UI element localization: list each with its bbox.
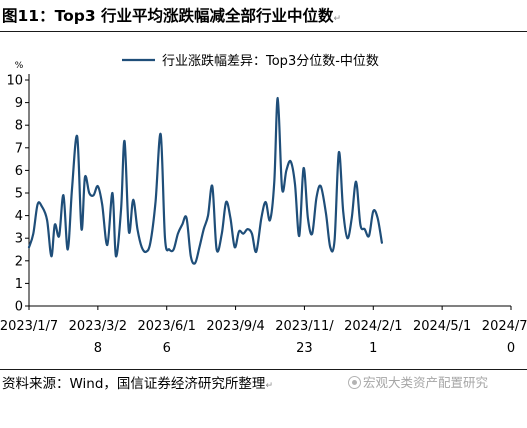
x-tick-label: 2024/2/1 1	[344, 319, 402, 356]
y-tick-label: 0	[15, 300, 23, 315]
title-rule	[0, 31, 527, 32]
x-tick-label: 2023/9/4	[206, 319, 264, 334]
x-tick-label: 2024/5/1	[413, 319, 471, 334]
y-tick-label: 9	[15, 96, 23, 111]
watermark: 宏观大类资产配置研究	[348, 372, 488, 391]
x-tick-label: 2023/6/1 6	[138, 319, 196, 356]
watermark-logo-icon	[348, 376, 361, 389]
y-tick-label: 5	[15, 187, 23, 202]
figure-title: 图11：Top3 行业平均涨跌幅减全部行业中位数↵	[2, 7, 342, 25]
x-axis-ticks: 2023/1/7 2023/3/2 8 2023/6/1 6 2023/9/4 2023/1…	[0, 306, 527, 356]
series-line	[27, 96, 383, 265]
footer-rule	[0, 369, 527, 370]
axes: %	[15, 61, 511, 307]
source-note: 资料来源：Wind，国信证券经济研究所整理↵	[2, 376, 273, 392]
y-tick-label: 8	[15, 119, 23, 134]
y-tick-label: 6	[15, 164, 23, 179]
y-tick-label: 2	[15, 254, 23, 269]
y-tick-label: 1	[15, 277, 23, 292]
y-tick-label: 7	[15, 141, 23, 156]
legend-label: 行业涨跌幅差异：Top3分位数-中位数	[162, 53, 379, 69]
edit-mark: ↵	[265, 381, 273, 391]
x-tick-label: 2023/1/7	[0, 319, 58, 334]
y-tick-label: 10	[6, 74, 23, 89]
x-tick-label: 2023/11/23	[275, 319, 334, 356]
y-tick-label: 3	[15, 232, 23, 247]
x-tick-label: 2023/3/2 8	[69, 319, 127, 356]
legend: 行业涨跌幅差异：Top3分位数-中位数	[122, 53, 379, 69]
edit-mark: ↵	[333, 14, 342, 24]
y-axis-ticks: 0 1 2 3 4 5 6 7 8 9 10	[6, 74, 29, 315]
line-chart: 行业涨跌幅差异：Top3分位数-中位数 % 0 1 2 3 4 5 6 7 8 9 10 2023/…	[0, 53, 527, 356]
x-tick-label: 2024/7/20	[482, 319, 527, 356]
y-axis-unit: %	[15, 61, 24, 71]
y-tick-label: 4	[15, 209, 23, 224]
